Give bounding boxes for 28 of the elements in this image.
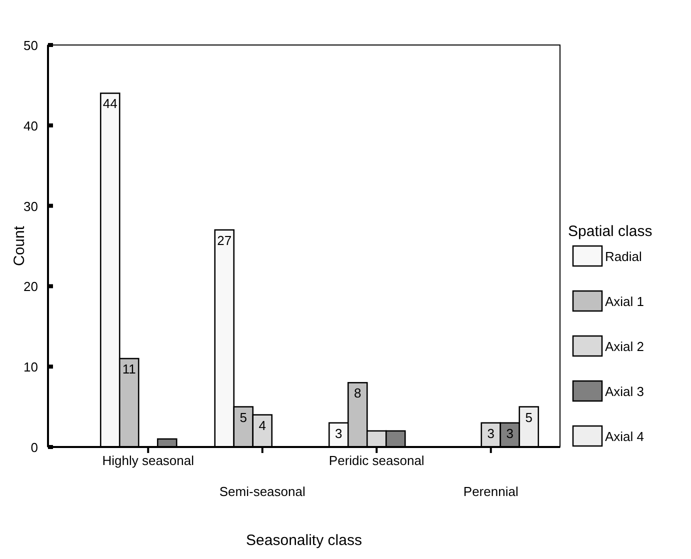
data-label: 44 bbox=[102, 96, 118, 112]
data-label: 5 bbox=[525, 410, 532, 425]
x-tick-label: Semi-seasonal bbox=[219, 484, 306, 499]
y-tick-label: 30 bbox=[24, 198, 38, 214]
data-label: 3 bbox=[335, 426, 342, 441]
data-label: 5 bbox=[240, 410, 247, 425]
data-label: 3 bbox=[506, 426, 514, 441]
data-label: 3 bbox=[487, 426, 494, 441]
data-label: 27 bbox=[217, 232, 232, 248]
y-tick-label: 10 bbox=[24, 360, 38, 375]
data-label: 11 bbox=[122, 362, 136, 377]
x-tick-label: Perennial bbox=[463, 484, 518, 499]
y-axis-title: Count bbox=[11, 225, 28, 266]
x-axis-title: Seasonality class bbox=[246, 532, 362, 549]
data-label: 4 bbox=[258, 418, 266, 433]
x-tick-label: Peridic seasonal bbox=[328, 453, 424, 468]
y-tick-label: 0 bbox=[30, 440, 38, 455]
legend-label: Radial bbox=[605, 249, 642, 264]
legend-label: Axial 4 bbox=[605, 429, 644, 444]
legend-label: Axial 1 bbox=[605, 294, 644, 309]
y-tick-label: 20 bbox=[24, 279, 38, 294]
y-tick-label: 40 bbox=[24, 118, 38, 134]
y-tick-label: 50 bbox=[24, 38, 38, 53]
x-tick-label: Highly seasonal bbox=[102, 453, 194, 468]
data-label: 8 bbox=[354, 386, 362, 401]
legend-label: Axial 2 bbox=[605, 339, 644, 354]
legend-label: Axial 3 bbox=[605, 384, 644, 399]
legend-title: Spatial class bbox=[568, 223, 652, 240]
